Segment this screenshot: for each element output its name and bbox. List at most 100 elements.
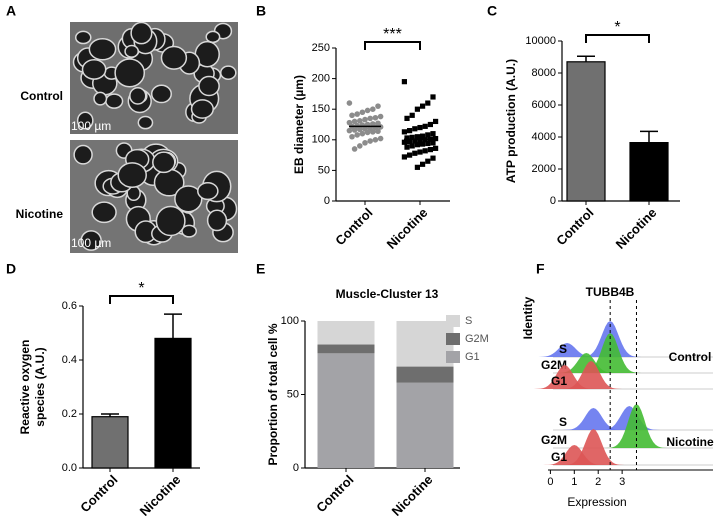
cell-aggregate <box>105 93 124 109</box>
data-point <box>377 113 384 120</box>
group-label: Nicotine <box>666 435 714 449</box>
cell-aggregate <box>206 209 228 232</box>
data-point <box>414 134 420 140</box>
y-axis-label: Proportion of total cell % <box>266 323 280 465</box>
data-point <box>420 161 426 167</box>
x-tick-label: Control <box>313 472 356 515</box>
cell-aggregate <box>93 91 108 106</box>
data-point <box>357 143 363 149</box>
x-tick-label: Nicotine <box>389 472 436 516</box>
data-point <box>425 132 431 138</box>
data-point <box>404 135 410 141</box>
data-point <box>433 118 439 125</box>
data-point <box>422 123 428 129</box>
data-point <box>404 144 410 150</box>
cell-aggregate <box>76 111 94 130</box>
ridge-density <box>533 343 601 357</box>
x-tick-label: 1 <box>571 476 577 488</box>
x-tick-label: Control <box>332 205 375 248</box>
cell-aggregate <box>181 224 198 238</box>
x-tick-label: Nicotine <box>384 205 431 252</box>
data-point <box>364 107 371 114</box>
data-point <box>351 146 358 152</box>
data-point <box>404 115 410 121</box>
bar-segment <box>317 353 375 468</box>
data-point <box>401 129 407 135</box>
bar-segment <box>396 382 454 468</box>
y-tick-label: 0.2 <box>62 408 77 420</box>
bar-segment <box>396 366 454 383</box>
y-tick-label: 4000 <box>532 131 556 143</box>
data-point <box>417 124 423 131</box>
data-point <box>357 126 363 133</box>
data-point <box>370 129 376 135</box>
x-axis-label: Expression <box>567 495 626 509</box>
bar <box>154 337 192 469</box>
legend-swatch <box>446 333 460 345</box>
cell-aggregate <box>114 58 146 88</box>
legend-label: G1 <box>465 351 480 363</box>
data-point <box>412 126 418 132</box>
data-point <box>433 145 439 151</box>
y-tick-label: 8000 <box>532 67 556 79</box>
legend-label: S <box>465 315 472 327</box>
legend-swatch <box>446 351 460 363</box>
cell-aggregate <box>160 45 188 70</box>
cell-aggregate <box>150 84 172 104</box>
row-label: Nicotine <box>16 207 64 221</box>
group-label: Control <box>669 350 712 364</box>
significance-bracket <box>585 34 650 43</box>
data-point <box>430 140 436 146</box>
data-point <box>409 112 415 118</box>
scale-bar-label: 100 µm <box>71 119 111 133</box>
panel-label: B <box>256 3 266 19</box>
x-tick-label: 0 <box>547 476 553 488</box>
data-point <box>354 132 361 138</box>
y-tick-label: 50 <box>318 164 330 176</box>
significance-bracket <box>364 41 421 50</box>
legend-label: G2M <box>465 333 489 345</box>
data-point <box>407 139 413 145</box>
bar-segment <box>317 344 375 354</box>
bar <box>566 61 606 202</box>
data-point <box>427 146 433 153</box>
y-tick-label: 200 <box>312 73 330 85</box>
ridge-density <box>552 353 620 373</box>
panel-label: F <box>536 261 545 277</box>
y-axis-label: Identity <box>521 296 535 339</box>
row-label: Control <box>20 89 63 103</box>
cell-aggregate <box>190 99 214 119</box>
y-tick-label: 0.4 <box>62 354 77 366</box>
ridge-density <box>576 333 644 373</box>
cell-aggregate <box>74 30 92 45</box>
data-point <box>364 129 371 136</box>
y-tick-label: 10000 <box>525 35 556 47</box>
y-tick-label: 6000 <box>532 99 556 111</box>
x-tick-label: 2 <box>595 476 601 488</box>
cell-aggregate <box>91 201 117 224</box>
scale-bar-label: 100 µm <box>71 236 111 250</box>
data-point <box>351 118 358 125</box>
y-axis-label: species (A.U.) <box>33 347 47 426</box>
data-point <box>427 121 433 128</box>
data-point <box>407 128 413 134</box>
x-tick-label: Control <box>553 205 596 248</box>
y-tick-label: 100 <box>281 315 299 327</box>
data-point <box>409 143 415 149</box>
y-tick-label: 250 <box>312 42 330 54</box>
panel-label: D <box>6 261 16 277</box>
data-point <box>420 133 426 139</box>
ridge-density <box>557 361 625 389</box>
cell-aggregate <box>81 59 107 80</box>
data-point <box>367 115 374 122</box>
data-point <box>354 111 361 117</box>
cell-aggregate <box>124 44 139 58</box>
data-point <box>412 150 418 156</box>
chart-title: TUBB4B <box>586 285 635 299</box>
y-axis-label: ATP production (A.U.) <box>504 59 518 183</box>
panel-label: A <box>6 3 16 19</box>
cell-aggregate <box>197 181 219 201</box>
data-point <box>349 112 355 119</box>
data-point <box>346 127 353 134</box>
legend-swatch <box>446 315 460 327</box>
